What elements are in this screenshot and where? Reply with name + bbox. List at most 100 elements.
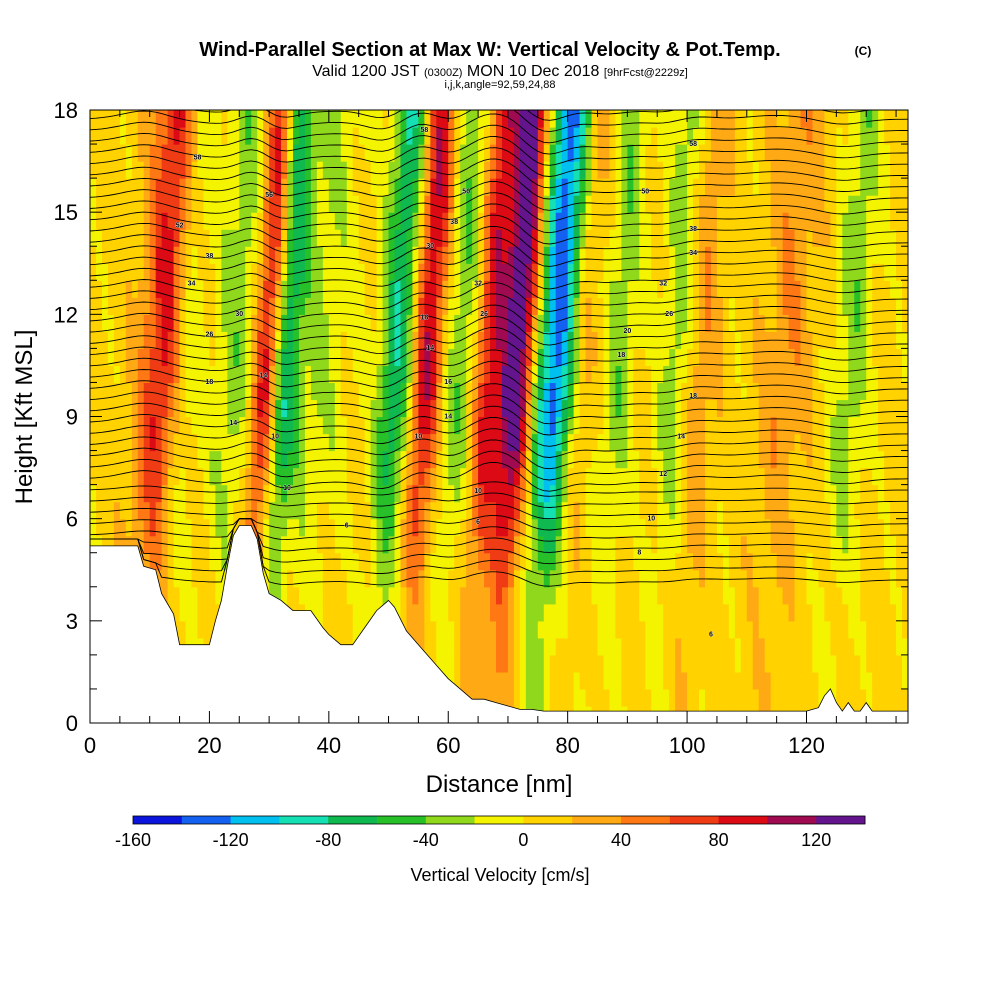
velocity-cell xyxy=(681,671,688,690)
velocity-cell xyxy=(591,348,599,367)
velocity-cell xyxy=(424,110,431,128)
velocity-cell xyxy=(788,620,796,639)
velocity-cell xyxy=(185,110,193,128)
velocity-cell xyxy=(812,620,820,639)
velocity-cell xyxy=(734,467,742,486)
velocity-cell xyxy=(358,586,366,605)
velocity-cell xyxy=(812,688,820,707)
velocity-cell xyxy=(209,161,216,179)
velocity-cell xyxy=(633,518,640,537)
velocity-cell xyxy=(693,297,700,315)
velocity-cell xyxy=(704,382,712,401)
velocity-cell xyxy=(734,195,742,213)
velocity-cell xyxy=(412,331,419,349)
velocity-cell xyxy=(322,331,330,349)
velocity-cell xyxy=(269,314,276,332)
velocity-cell xyxy=(507,620,515,639)
velocity-cell xyxy=(633,552,640,571)
velocity-cell xyxy=(263,552,270,571)
chart-subtitle-indices: i,j,k,angle=92,59,24,88 xyxy=(444,79,555,91)
velocity-cell xyxy=(704,399,712,418)
velocity-cell xyxy=(860,535,867,554)
velocity-cell xyxy=(221,161,228,179)
velocity-cell xyxy=(681,365,688,384)
velocity-cell xyxy=(663,195,670,213)
velocity-cell xyxy=(764,246,772,264)
velocity-cell xyxy=(275,297,282,315)
velocity-cell xyxy=(221,416,228,435)
velocity-cell xyxy=(501,195,509,213)
velocity-cell xyxy=(776,399,784,418)
velocity-cell xyxy=(501,484,509,503)
velocity-cell xyxy=(603,348,611,367)
theta-contour xyxy=(90,203,908,234)
velocity-cell xyxy=(131,144,139,162)
velocity-cell xyxy=(436,348,443,367)
velocity-cell xyxy=(782,382,790,401)
velocity-cell xyxy=(627,484,634,503)
velocity-cell xyxy=(239,348,246,367)
velocity-cell xyxy=(143,246,151,264)
velocity-cell xyxy=(645,212,652,230)
velocity-cell xyxy=(633,161,640,179)
velocity-cell xyxy=(161,484,169,503)
velocity-cell xyxy=(340,603,348,622)
velocity-cell xyxy=(764,552,772,571)
velocity-cell xyxy=(794,144,802,162)
velocity-cell xyxy=(478,450,485,469)
velocity-cell xyxy=(251,263,258,281)
velocity-cell xyxy=(836,331,843,349)
velocity-cell xyxy=(143,161,151,179)
velocity-cell xyxy=(794,297,802,315)
velocity-cell xyxy=(484,212,491,230)
velocity-cell xyxy=(866,144,873,162)
velocity-cell xyxy=(615,433,622,452)
velocity-cell xyxy=(854,178,861,196)
velocity-cell xyxy=(531,586,539,605)
velocity-cell xyxy=(758,331,766,349)
velocity-cell xyxy=(388,178,396,196)
velocity-cell xyxy=(615,467,622,486)
velocity-cell xyxy=(800,637,808,656)
velocity-cell xyxy=(293,195,300,213)
velocity-cell xyxy=(179,195,187,213)
velocity-cell xyxy=(436,416,443,435)
velocity-cell xyxy=(448,535,455,554)
velocity-cell xyxy=(854,348,861,367)
velocity-cell xyxy=(513,552,521,571)
velocity-cell xyxy=(298,246,306,264)
velocity-cell xyxy=(651,433,658,452)
velocity-cell xyxy=(716,603,724,622)
velocity-cell xyxy=(627,552,634,571)
velocity-cell xyxy=(866,399,873,418)
velocity-cell xyxy=(675,365,682,384)
velocity-cell xyxy=(806,467,814,486)
velocity-cell xyxy=(382,297,390,315)
velocity-cell xyxy=(693,501,700,520)
velocity-cell xyxy=(854,127,861,145)
velocity-cell xyxy=(394,314,402,332)
velocity-cell xyxy=(209,348,216,367)
velocity-cell xyxy=(525,586,533,605)
velocity-cell xyxy=(699,552,706,571)
velocity-cell xyxy=(149,450,157,469)
velocity-cell xyxy=(179,229,187,247)
velocity-cell xyxy=(878,450,885,469)
velocity-cell xyxy=(107,416,115,435)
velocity-cell xyxy=(800,127,808,145)
velocity-cell xyxy=(675,382,682,401)
velocity-cell xyxy=(400,518,408,537)
velocity-cell xyxy=(531,263,539,281)
velocity-cell xyxy=(310,144,318,162)
velocity-cell xyxy=(364,484,372,503)
velocity-cell xyxy=(424,399,431,418)
velocity-cell xyxy=(507,246,515,264)
velocity-cell xyxy=(633,297,640,315)
velocity-cell xyxy=(866,263,873,281)
velocity-cell xyxy=(370,586,378,605)
velocity-cell xyxy=(549,144,557,162)
velocity-cell xyxy=(812,229,820,247)
velocity-cell xyxy=(215,195,222,213)
velocity-cell xyxy=(501,654,509,673)
velocity-cell xyxy=(519,195,527,213)
